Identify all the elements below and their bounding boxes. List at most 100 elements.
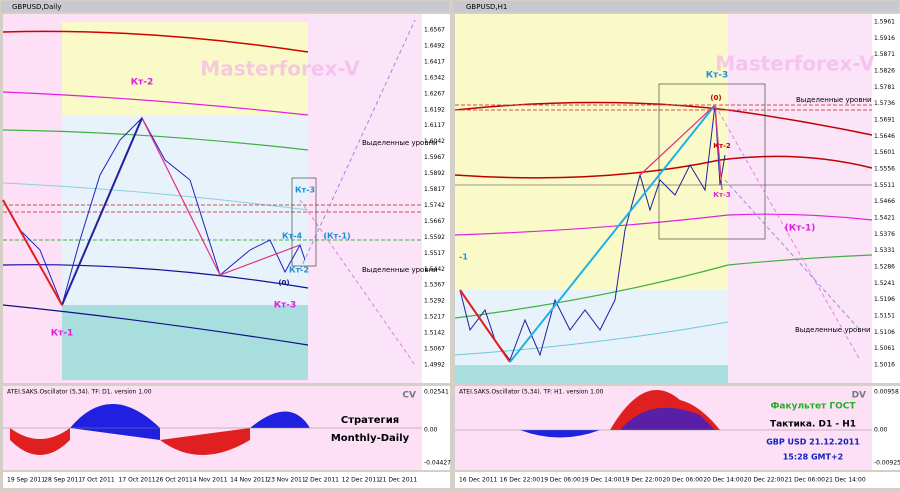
price-label: 1.6342 <box>424 74 445 81</box>
price-label: 1.5421 <box>874 215 895 222</box>
price-label: 1.5517 <box>424 250 445 257</box>
window-title: GBPUSD,H1 <box>466 3 507 11</box>
price-label: 1.5217 <box>424 314 445 321</box>
info-line: Тактика. D1 - H1 <box>770 420 856 430</box>
oscillator-axis-label: 0.00 <box>424 427 438 434</box>
time-label: 28 Sep 2011 <box>44 477 82 484</box>
price-label: 1.5196 <box>874 296 895 303</box>
price-label: 1.6417 <box>424 58 445 65</box>
right-window: GBPUSD,H1 ATEI.SAKS.Oscillator (5,34). T… <box>452 0 900 491</box>
price-label: 1.5292 <box>424 298 445 305</box>
oscillator-axis-label: 0.02541 <box>424 389 449 396</box>
price-label: 1.5646 <box>874 133 895 140</box>
annotation: Кт-2 <box>131 78 154 88</box>
price-label: 1.5151 <box>874 313 895 320</box>
panel-tag: CV <box>402 391 416 401</box>
annotation: Кт-2 <box>713 142 731 150</box>
price-label: 1.6492 <box>424 42 445 49</box>
annotation: Кт-4 <box>282 232 302 241</box>
oscillator-label: ATEI.SAKS.Oscillator (5,34). TF: H1. ver… <box>459 389 604 396</box>
time-label: 20 Dec 22:00 <box>744 477 785 484</box>
price-label: 1.5331 <box>874 247 895 254</box>
strategy-line: Стратегия <box>341 415 399 426</box>
price-label: 1.5241 <box>874 280 895 287</box>
time-label: 2 Dec 2011 <box>304 477 339 484</box>
time-label: 19 Dec 14:00 <box>581 477 622 484</box>
time-label: 26 Oct 2011 <box>156 477 193 484</box>
annotation: (Кт-1) <box>785 224 816 234</box>
price-label: 1.6267 <box>424 90 445 97</box>
time-label: 16 Dec 2011 <box>459 477 498 484</box>
annotation: Кт-1 <box>51 329 74 339</box>
annotation: Кт-3 <box>706 71 729 81</box>
price-label: 1.5826 <box>874 68 895 75</box>
price-label: 1.5601 <box>874 149 895 156</box>
time-label: 16 Dec 22:00 <box>500 477 541 484</box>
price-label: 1.5511 <box>874 182 895 189</box>
annotation: (0) <box>710 94 721 102</box>
price-label: 1.5067 <box>424 346 445 353</box>
annotation: Кт-3 <box>295 186 315 195</box>
time-label: 19 Sep 2011 <box>7 477 45 484</box>
oscillator-label: ATEI.SAKS.Oscillator (5,34). TF: D1. ver… <box>7 389 152 396</box>
price-label: 1.5442 <box>424 266 445 273</box>
time-label: 7 Oct 2011 <box>81 477 114 484</box>
price-label: 1.5367 <box>424 282 445 289</box>
info-line: Факультет ГОСТ <box>770 402 856 412</box>
watermark: Masterforex-V <box>200 57 360 81</box>
time-label: 19 Dec 22:00 <box>622 477 663 484</box>
price-label: 1.6117 <box>424 122 445 129</box>
price-label: 1.5781 <box>874 84 895 91</box>
time-label: 12 Dec 2011 <box>342 477 381 484</box>
annotation: (Кт-1) <box>323 232 350 241</box>
price-label: 1.6567 <box>424 27 445 34</box>
time-label: 21 Dec 14:00 <box>825 477 866 484</box>
time-label: 21 Dec 06:00 <box>785 477 826 484</box>
price-label: 1.5142 <box>424 330 445 337</box>
price-label: 1.5466 <box>874 198 895 205</box>
oscillator-axis-label: 0.00 <box>874 427 888 434</box>
oscillator-axis-label: -0.00925 <box>874 460 900 467</box>
price-label: 1.5016 <box>874 362 895 369</box>
price-label: 1.4992 <box>424 362 445 369</box>
price-label: 1.5592 <box>424 234 445 241</box>
price-label: 1.5376 <box>874 231 895 238</box>
strategy-line: Monthly-Daily <box>331 433 410 444</box>
price-label: 1.5871 <box>874 51 895 58</box>
watermark: Masterforex-V <box>715 52 875 76</box>
price-label: 1.5967 <box>424 154 445 161</box>
price-label: 1.5106 <box>874 329 895 336</box>
time-label: 21 Dec 2011 <box>379 477 418 484</box>
price-label: 1.5061 <box>874 345 895 352</box>
annotation: Кт-2 <box>289 266 309 275</box>
panel-tag: DV <box>852 391 866 401</box>
info-line: 15:28 GMT+2 <box>783 453 844 462</box>
time-label: 19 Dec 06:00 <box>540 477 581 484</box>
price-label: 1.5961 <box>874 19 895 26</box>
oscillator-axis-label: -0.04427 <box>424 460 451 467</box>
annotation: Выделенные уровни <box>362 139 438 147</box>
annotation: Выделенные уровни <box>796 96 872 104</box>
price-label: 1.5736 <box>874 100 895 107</box>
time-label: 4 Nov 2011 <box>193 477 228 484</box>
time-label: 17 Oct 2011 <box>119 477 156 484</box>
window-title: GBPUSD,Daily <box>12 3 61 11</box>
price-label: 1.5667 <box>424 218 445 225</box>
left-window: GBPUSD,Daily ATEI.SAKS.Oscillator (5,34)… <box>1 1 450 488</box>
time-label: 14 Nov 2011 <box>230 477 269 484</box>
price-label: 1.5691 <box>874 117 895 124</box>
annotation: Кт-3 <box>274 301 297 311</box>
oscillator-axis-label: 0.00958 <box>874 389 899 396</box>
info-line: GBP USD 21.12.2011 <box>766 438 860 447</box>
time-label: 20 Dec 14:00 <box>703 477 744 484</box>
price-label: 1.5817 <box>424 186 445 193</box>
price-label: 1.5892 <box>424 170 445 177</box>
annotation: Выделенные уровни <box>795 326 871 334</box>
annotation: Выделенные уровни <box>362 266 438 274</box>
annotation: (0) <box>278 279 289 287</box>
annotation: -1 <box>459 253 468 262</box>
price-label: 1.6042 <box>424 138 445 145</box>
price-label: 1.5286 <box>874 264 895 271</box>
annotation: Кт-3 <box>713 191 731 199</box>
